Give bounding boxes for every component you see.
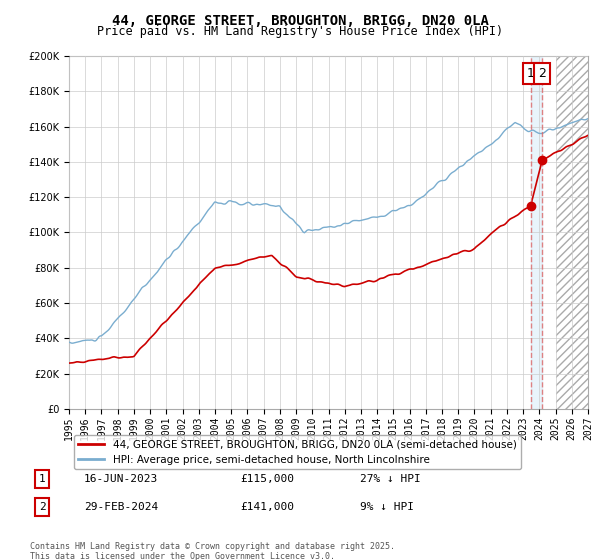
Legend: 44, GEORGE STREET, BROUGHTON, BRIGG, DN20 0LA (semi-detached house), HPI: Averag: 44, GEORGE STREET, BROUGHTON, BRIGG, DN2… bbox=[74, 435, 521, 469]
Text: £141,000: £141,000 bbox=[240, 502, 294, 512]
Text: 9% ↓ HPI: 9% ↓ HPI bbox=[360, 502, 414, 512]
Text: 27% ↓ HPI: 27% ↓ HPI bbox=[360, 474, 421, 484]
Text: Contains HM Land Registry data © Crown copyright and database right 2025.
This d: Contains HM Land Registry data © Crown c… bbox=[30, 542, 395, 560]
Bar bbox=[556, 56, 588, 409]
Text: 44, GEORGE STREET, BROUGHTON, BRIGG, DN20 0LA: 44, GEORGE STREET, BROUGHTON, BRIGG, DN2… bbox=[112, 14, 488, 28]
Text: 2: 2 bbox=[538, 67, 546, 80]
Text: 16-JUN-2023: 16-JUN-2023 bbox=[84, 474, 158, 484]
Text: Price paid vs. HM Land Registry's House Price Index (HPI): Price paid vs. HM Land Registry's House … bbox=[97, 25, 503, 38]
Text: 1: 1 bbox=[527, 67, 535, 80]
Bar bbox=[556, 56, 588, 409]
Text: 2: 2 bbox=[38, 502, 46, 512]
Bar bbox=[530, 56, 542, 409]
Text: £115,000: £115,000 bbox=[240, 474, 294, 484]
Text: 29-FEB-2024: 29-FEB-2024 bbox=[84, 502, 158, 512]
Text: 1: 1 bbox=[38, 474, 46, 484]
